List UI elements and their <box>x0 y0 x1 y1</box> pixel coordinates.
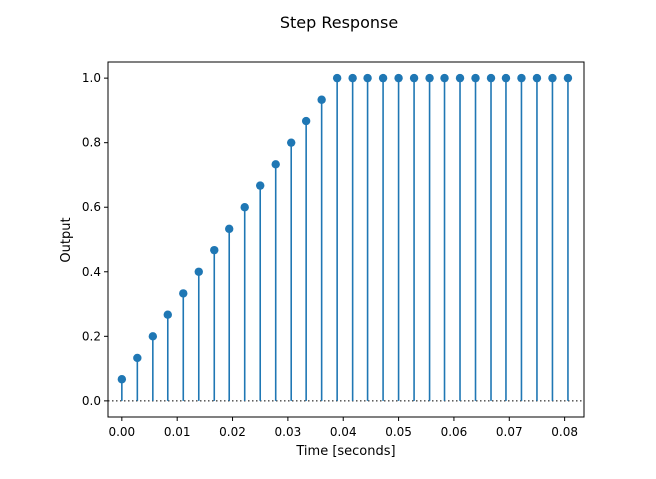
stem-marker <box>194 267 203 276</box>
stem-marker <box>301 116 311 126</box>
y-tick-label: 0.6 <box>82 200 101 214</box>
x-tick-label: 0.08 <box>551 425 578 439</box>
stem-marker <box>163 310 172 319</box>
stem-marker <box>287 138 296 147</box>
stem-marker <box>548 73 557 83</box>
plot-frame <box>107 61 585 418</box>
stem-marker <box>363 73 372 83</box>
stem-marker <box>471 73 480 83</box>
plot-area <box>108 73 584 402</box>
x-tick-label: 0.07 <box>496 425 523 439</box>
stem-marker <box>501 73 511 83</box>
x-tick-label: 0.02 <box>219 425 246 439</box>
axis-ticks: 0.00 0.01 0.02 0.03 0.04 0.05 0.06 0.07 0.08 0.0 0… <box>82 71 578 439</box>
x-tick-label: 0.01 <box>164 425 191 439</box>
y-tick-label: 0.0 <box>82 394 101 408</box>
stem-marker <box>271 160 280 169</box>
chart-title: Step Response <box>280 13 398 32</box>
stem-marker <box>394 73 403 83</box>
stem-marker <box>409 73 419 83</box>
y-tick-label: 0.2 <box>82 329 101 343</box>
x-tick-label: 0.06 <box>441 425 468 439</box>
x-tick-label: 0.04 <box>330 425 357 439</box>
stem-marker <box>117 375 127 384</box>
x-axis-label: Time [seconds] <box>295 444 395 459</box>
stem-marker <box>240 203 249 212</box>
y-axis-label: Output <box>59 217 74 262</box>
x-tick-label: 0.00 <box>108 425 135 439</box>
stem-marker <box>317 95 326 104</box>
stem-marker <box>532 73 542 83</box>
stem-marker <box>440 73 449 83</box>
stem-marker <box>517 73 526 83</box>
x-tick-label: 0.03 <box>275 425 302 439</box>
y-tick-label: 0.4 <box>82 265 101 279</box>
stem-marker <box>378 73 388 83</box>
stem-marker <box>425 73 434 83</box>
stem-marker <box>133 353 142 363</box>
y-tick-label: 0.8 <box>82 136 101 150</box>
stem-marker <box>179 289 188 298</box>
stem-marker <box>210 245 219 255</box>
y-tick-label: 1.0 <box>82 71 101 85</box>
stem-marker <box>348 73 357 83</box>
x-tick-label: 0.05 <box>385 425 412 439</box>
stem-marker <box>332 73 342 83</box>
stem-marker <box>563 73 573 83</box>
stem-marker <box>225 224 234 234</box>
stem-marker <box>486 73 496 83</box>
stem-marker <box>455 73 465 83</box>
stem-marker <box>256 181 265 190</box>
stem-marker <box>148 332 158 341</box>
